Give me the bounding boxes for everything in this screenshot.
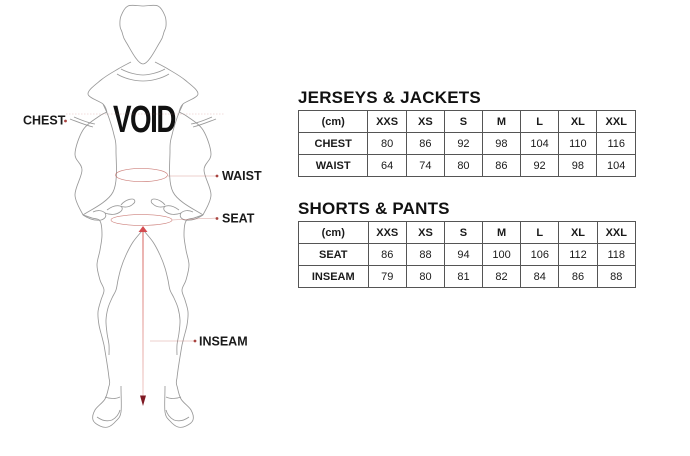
svg-text:CHEST: CHEST (23, 114, 66, 128)
svg-text:INSEAM: INSEAM (199, 335, 248, 349)
svg-text:WAIST: WAIST (222, 169, 262, 183)
svg-text:SEAT: SEAT (222, 212, 255, 226)
svg-text:VOID: VOID (113, 99, 175, 141)
